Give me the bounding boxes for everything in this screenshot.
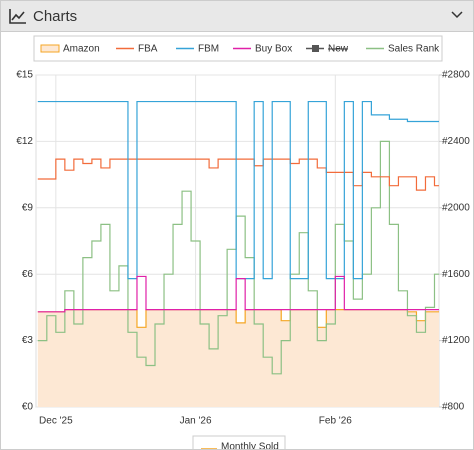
legend-label: FBM: [198, 44, 219, 55]
y2-tick-label: #1200: [442, 335, 470, 346]
legend-marker: [312, 45, 319, 52]
x-tick-label: Feb '26: [319, 416, 352, 427]
x-tick-label: Jan '26: [180, 416, 212, 427]
legend-label: FBA: [138, 44, 158, 55]
y-tick-label: €9: [22, 202, 34, 213]
y-tick-label: €0: [22, 402, 34, 413]
line: [37, 140, 439, 375]
y2-tick-label: #2400: [442, 136, 470, 147]
legend-label: New: [328, 44, 349, 55]
bottom-legend-box: [192, 435, 286, 449]
x-tick-label: Dec '25: [39, 416, 73, 427]
collapse-caret[interactable]: [451, 10, 463, 20]
line: [37, 100, 439, 280]
bottom-legend-label: Monthly Sold: [221, 442, 279, 449]
chart: Amazon FBA FBM Buy Box New Sales Rank €0 €3 €6 €9…: [16, 35, 470, 449]
y-tick-label: €12: [16, 136, 33, 147]
legend-label: Sales Rank: [388, 44, 440, 55]
y2-tick-label: #1600: [442, 269, 470, 280]
chart-icon: [9, 9, 26, 24]
y2-tick-label: #800: [442, 402, 465, 413]
panel-title: Charts: [33, 7, 78, 25]
area: [37, 309, 439, 407]
legend-label: Amazon: [63, 44, 100, 55]
legend-swatch: [40, 44, 60, 53]
legend-label: Buy Box: [255, 44, 292, 55]
y-tick-label: €6: [22, 269, 34, 280]
y2-tick-label: #2000: [442, 202, 470, 213]
y-tick-label: €15: [16, 70, 33, 81]
panel-header[interactable]: Charts: [1, 1, 473, 32]
y2-tick-label: #2800: [442, 70, 470, 81]
line: [37, 275, 439, 313]
y-tick-label: €3: [22, 335, 34, 346]
